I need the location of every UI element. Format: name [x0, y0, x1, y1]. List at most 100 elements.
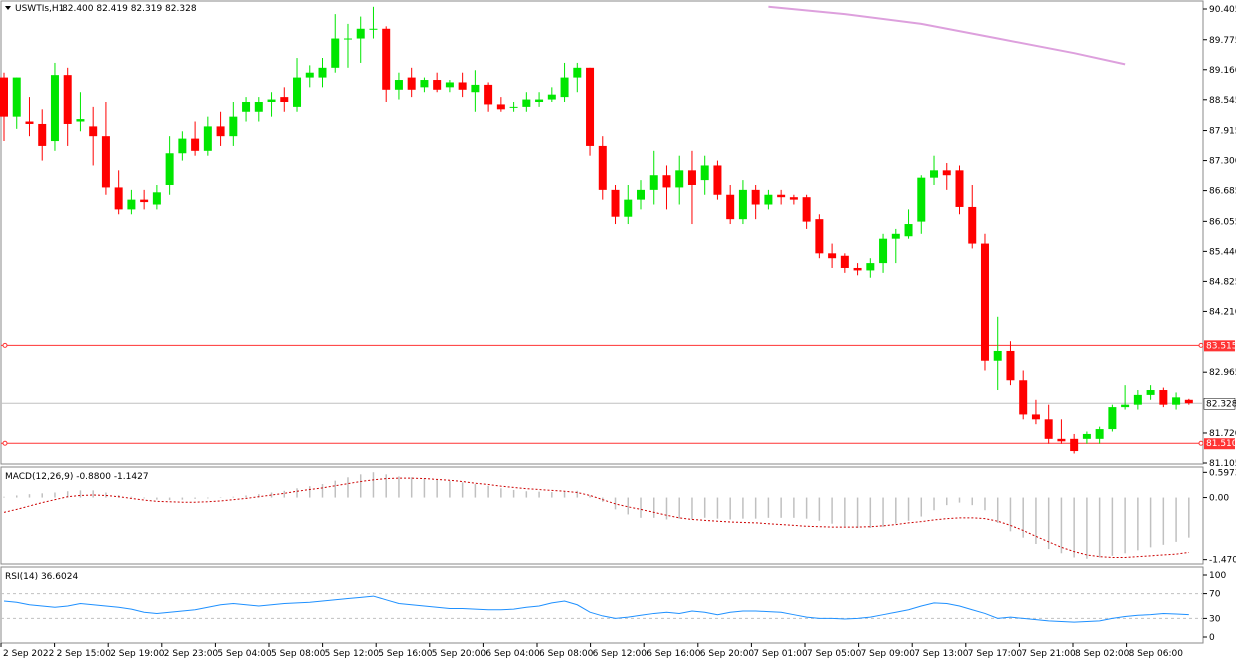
candle	[1019, 370, 1028, 420]
time-tick-label: 2 Sep 19:00	[110, 649, 165, 659]
candle	[879, 233, 888, 273]
candle	[930, 155, 939, 185]
candle	[624, 184, 633, 225]
rsi-tick-label: 70	[1209, 590, 1221, 600]
time-tick-label: 6 Sep 04:00	[485, 649, 540, 659]
candle-body	[293, 77, 302, 107]
candle	[1057, 419, 1066, 444]
time-tick-label: 7 Sep 01:00	[753, 649, 808, 659]
candle	[25, 97, 34, 137]
candle	[917, 175, 926, 234]
price-tick-label: 90.405	[1209, 5, 1236, 15]
candle-body	[267, 99, 276, 102]
time-tick-label: 5 Sep 12:00	[325, 649, 380, 659]
candle-body	[713, 165, 722, 195]
candle	[1070, 433, 1079, 454]
candle	[573, 62, 582, 93]
candle-body	[738, 189, 747, 220]
candle-body	[420, 80, 429, 88]
candle-body	[662, 175, 671, 188]
time-tick-label: 6 Sep 08:00	[539, 649, 594, 659]
candle-body	[178, 138, 187, 154]
candle	[942, 163, 951, 190]
price-tick-label: 87.915	[1209, 127, 1236, 137]
candle-body	[229, 116, 238, 137]
level-anchor-handle[interactable]	[1198, 440, 1204, 446]
candle	[191, 121, 200, 156]
candle-body	[1121, 404, 1130, 408]
candle-body	[140, 199, 149, 203]
candle-body	[980, 243, 989, 361]
candle	[789, 194, 798, 205]
level-price-tag	[1204, 438, 1235, 450]
candle	[1044, 404, 1053, 444]
triangle-down-icon[interactable]	[5, 6, 11, 10]
candle-body	[203, 126, 212, 151]
candle-body	[369, 28, 378, 30]
candle-body	[191, 138, 200, 151]
candle	[751, 184, 760, 220]
macd-histogram	[3, 472, 1190, 559]
candle-body	[382, 28, 391, 90]
candle	[280, 87, 289, 112]
time-tick-label: 6 Sep 16:00	[646, 649, 701, 659]
price-tick-label: 84.825	[1209, 277, 1236, 287]
candle-body	[687, 170, 696, 185]
candle-body	[458, 82, 467, 90]
candle-body	[535, 99, 544, 102]
level-anchor-handle[interactable]	[2, 440, 8, 446]
candle	[726, 184, 735, 225]
candle	[547, 87, 556, 102]
candle	[586, 67, 595, 156]
time-axis: 2 Sep 2022 2 Sep 15:00 2 Sep 19:00 2 Sep 23…	[0, 643, 1183, 659]
candle-body	[433, 80, 442, 90]
candle	[12, 77, 21, 129]
candle	[764, 189, 773, 210]
price-tick-label: 89.775	[1209, 36, 1236, 46]
candle-body	[968, 206, 977, 244]
time-tick-label: 7 Sep 13:00	[914, 649, 969, 659]
level-anchor-handle[interactable]	[2, 342, 8, 348]
candle-body	[1146, 390, 1155, 395]
rsi-title: RSI(14) 36.6024	[5, 572, 78, 582]
candle-body	[63, 75, 72, 124]
time-tick-label: 6 Sep 20:00	[700, 649, 755, 659]
candle	[1146, 385, 1155, 400]
level-price-label: 83.515	[1206, 341, 1236, 351]
candle-body	[547, 94, 556, 100]
candle	[318, 58, 327, 88]
candle	[904, 209, 913, 239]
rsi-axis: 100 70 30 0	[1203, 571, 1226, 643]
time-tick-label: 6 Sep 12:00	[593, 649, 648, 659]
candle	[63, 67, 72, 146]
candle-body	[50, 75, 59, 142]
candle-body	[573, 67, 582, 78]
level-anchor-handle[interactable]	[1198, 342, 1204, 348]
symbol-label: USWTIs,H1	[15, 4, 64, 14]
macd-axis: 0.5973 0.00 -1.4708	[1203, 468, 1236, 566]
price-tick-label: 86.685	[1209, 187, 1236, 197]
candle-body	[853, 267, 862, 271]
candle-body	[12, 77, 21, 117]
price-axis: 90.405 89.775 89.160 88.545 87.915 87.300 86.6…	[1203, 5, 1236, 469]
macd-pane-frame	[0, 466, 1204, 565]
time-tick-label: 7 Sep 09:00	[861, 649, 916, 659]
price-pane[interactable]: USWTIs,H1 82.400 82.419 82.319 82.328	[0, 0, 1204, 465]
macd-pane[interactable]: MACD(12,26,9) -0.8800 -1.1427	[0, 466, 1204, 565]
candle-body	[407, 77, 416, 90]
moving-average	[768, 5, 1126, 66]
candle	[1108, 404, 1117, 432]
candle-body	[637, 189, 645, 200]
price-pane-frame	[0, 0, 1204, 465]
rsi-pane[interactable]: RSI(14) 36.6024	[0, 566, 1204, 644]
candle	[76, 92, 85, 132]
candle-body	[1108, 407, 1117, 430]
horizontal-levels	[1, 342, 1204, 446]
candle	[1095, 426, 1104, 444]
candle	[203, 116, 212, 156]
candle	[89, 106, 98, 166]
candle-body	[560, 77, 569, 98]
bid-price-label: 82.328	[1206, 399, 1236, 409]
chart-header: USWTIs,H1 82.400 82.419 82.319 82.328	[5, 4, 197, 14]
